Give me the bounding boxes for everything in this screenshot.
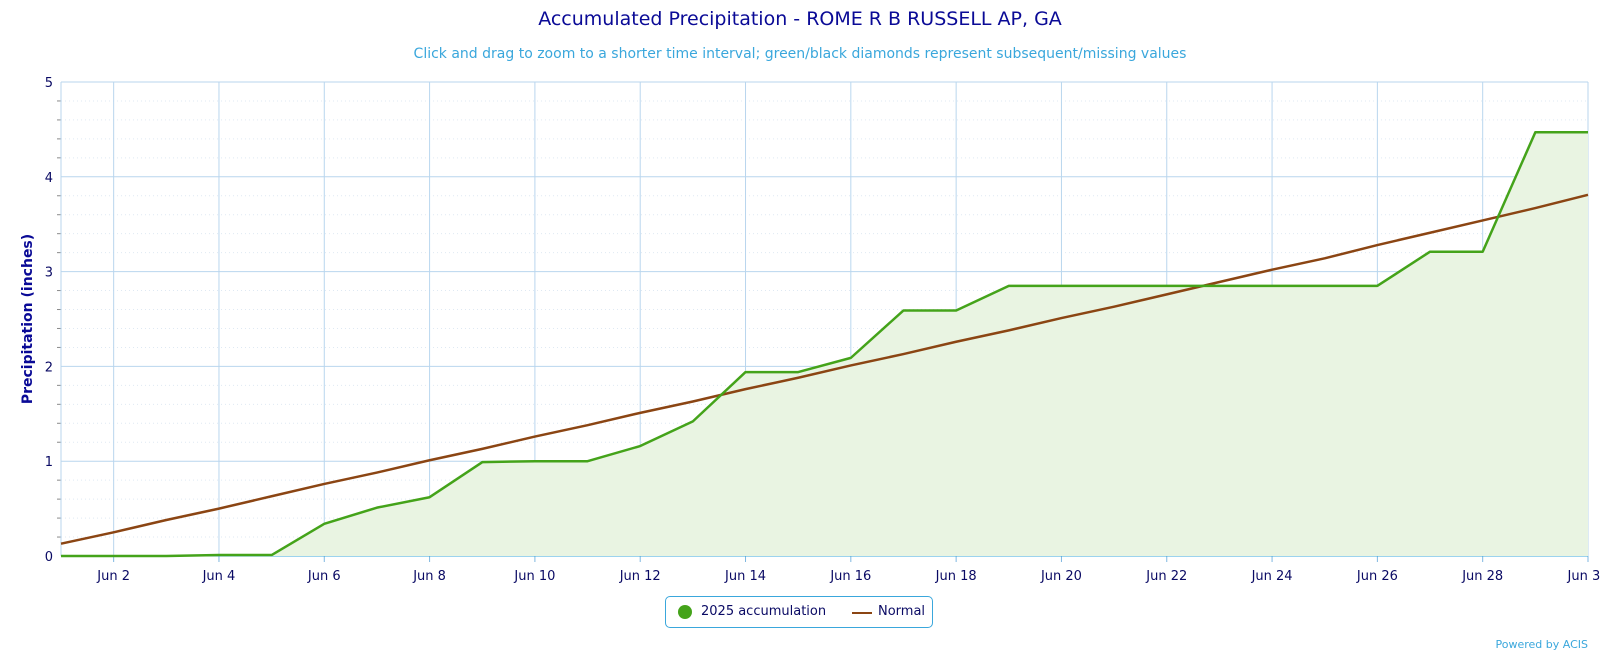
powered-by-credit[interactable]: Powered by ACIS <box>1495 638 1589 651</box>
x-tick-label: Jun 2 <box>96 569 130 584</box>
legend-label-accumulation[interactable]: 2025 accumulation <box>701 604 827 619</box>
y-tick-label: 5 <box>45 76 53 91</box>
y-tick-label: 0 <box>45 550 53 565</box>
x-tick-label: Jun 22 <box>1145 569 1187 584</box>
x-tick-label: Jun 30 <box>1567 569 1600 584</box>
x-tick-label: Jun 24 <box>1251 569 1293 584</box>
x-tick-label: Jun 4 <box>202 569 236 584</box>
x-tick-label: Jun 16 <box>829 569 871 584</box>
legend-marker-accumulation <box>678 605 692 619</box>
legend-label-normal[interactable]: Normal <box>878 604 926 619</box>
x-tick-label: Jun 10 <box>513 569 555 584</box>
y-tick-label: 1 <box>45 455 53 470</box>
y-tick-label: 2 <box>45 360 53 375</box>
series-line-accumulation[interactable] <box>61 130 1588 558</box>
y-tick-label: 3 <box>45 266 53 281</box>
x-tick-label: Jun 6 <box>307 569 341 584</box>
x-tick-label: Jun 26 <box>1356 569 1398 584</box>
chart-legend: 2025 accumulation Normal <box>665 596 933 628</box>
x-tick-label: Jun 28 <box>1461 569 1503 584</box>
y-axis-title: Precipitation (inches) <box>20 234 36 404</box>
series-area-accumulation <box>61 132 1588 556</box>
x-tick-label: Jun 12 <box>619 569 661 584</box>
x-tick-label: Jun 8 <box>412 569 446 584</box>
chart-title: Accumulated Precipitation - ROME R B RUS… <box>538 8 1062 30</box>
y-tick-label: 4 <box>45 171 53 186</box>
x-tick-label: Jun 14 <box>724 569 766 584</box>
series-line-normal[interactable] <box>60 193 1589 545</box>
legend-marker-normal <box>852 612 872 614</box>
x-tick-label: Jun 18 <box>935 569 977 584</box>
chart-subtitle: Click and drag to zoom to a shorter time… <box>413 46 1187 62</box>
x-tick-label: Jun 20 <box>1040 569 1082 584</box>
